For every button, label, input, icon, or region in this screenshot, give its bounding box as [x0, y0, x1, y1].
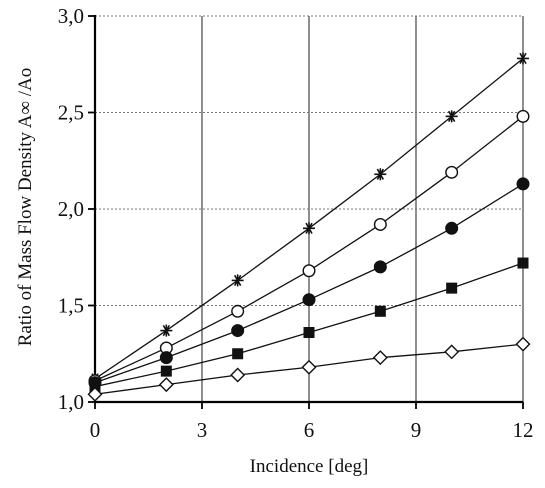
- filled-circle-marker: [231, 324, 245, 338]
- asterisk-marker: [303, 222, 315, 235]
- filled-square-marker: [446, 282, 458, 294]
- filled-square-marker: [303, 327, 315, 339]
- filled-square-marker: [160, 365, 172, 377]
- x-tick-label: 6: [304, 418, 315, 442]
- x-tick-label: 12: [513, 418, 534, 442]
- open-diamond-marker: [87, 386, 103, 402]
- open-diamond-marker: [444, 344, 460, 360]
- series-markers: [87, 52, 531, 402]
- open-diamond-marker: [372, 350, 388, 366]
- grid: [95, 15, 524, 402]
- open-circle-marker: [373, 217, 387, 231]
- asterisk-marker: [517, 52, 529, 65]
- x-axis-title: Incidence [deg]: [250, 456, 369, 477]
- open-diamond-marker: [301, 359, 317, 375]
- open-circle-marker: [231, 304, 245, 318]
- y-tick-label: 1,5: [58, 294, 84, 318]
- x-tick-label: 0: [90, 418, 101, 442]
- axes: [88, 15, 524, 409]
- filled-circle-marker: [516, 177, 530, 191]
- asterisk-marker: [374, 168, 387, 181]
- y-axis-title: Ratio of Mass Flow Density A∞ /Ao: [15, 68, 36, 347]
- filled-square-marker: [374, 305, 386, 317]
- open-diamond-marker: [158, 377, 174, 393]
- filled-circle-marker: [302, 293, 316, 307]
- filled-circle-marker: [373, 260, 387, 274]
- asterisk-marker: [231, 274, 244, 287]
- open-circle-marker: [302, 264, 316, 278]
- filled-circle-marker: [159, 351, 173, 365]
- y-tick-label: 2,0: [58, 197, 84, 221]
- open-circle-marker: [445, 165, 459, 179]
- asterisk-marker: [445, 110, 458, 123]
- tick-labels: 0 3 6 9 12 1,0 1,5 2,0 2,5 3,0: [58, 4, 534, 442]
- filled-square-marker: [89, 381, 101, 393]
- filled-square-marker: [232, 348, 244, 360]
- open-circle-marker: [516, 109, 530, 123]
- open-diamond-marker: [230, 367, 246, 383]
- filled-square-marker: [517, 257, 529, 269]
- x-tick-label: 3: [197, 418, 208, 442]
- x-tick-label: 9: [411, 418, 422, 442]
- y-tick-label: 3,0: [58, 4, 84, 28]
- filled-circle-marker: [445, 221, 459, 235]
- asterisk-marker: [160, 324, 173, 337]
- y-tick-label: 2,5: [58, 101, 84, 125]
- open-diamond-marker: [515, 336, 531, 352]
- y-tick-label: 1,0: [58, 390, 84, 414]
